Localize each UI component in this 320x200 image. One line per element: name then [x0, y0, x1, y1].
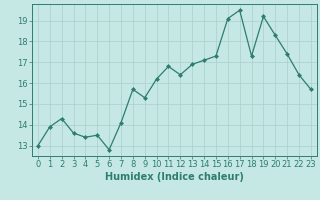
X-axis label: Humidex (Indice chaleur): Humidex (Indice chaleur): [105, 172, 244, 182]
